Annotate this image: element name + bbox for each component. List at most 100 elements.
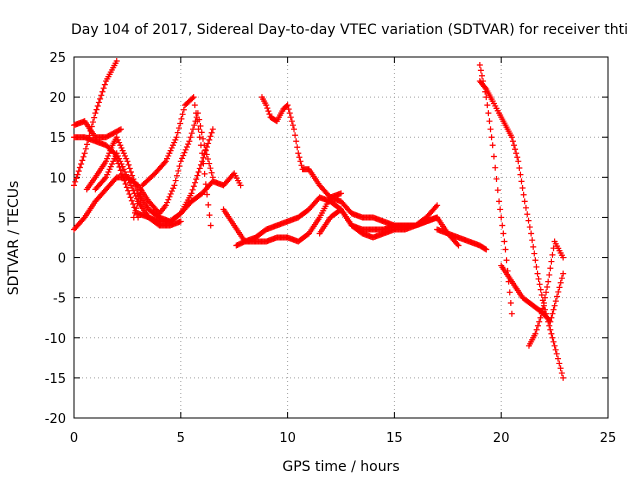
data-series-track [130,94,214,229]
data-point-marker [91,114,98,121]
data-point-marker [206,136,213,143]
data-point-marker [199,150,206,157]
axis-ticks: 0 5 10 15 20 25 -20 -15 -10 -5 0 5 10 15 20 25 [45,51,617,446]
data-point-marker [549,251,556,258]
data-point-marker [555,288,562,295]
data-point-marker [529,237,536,244]
data-point-marker [164,155,171,162]
data-point-marker [169,142,176,149]
data-point-marker [521,198,528,205]
data-point-marker [132,183,139,190]
data-point-marker [103,174,110,181]
data-point-marker [194,172,201,179]
data-point-marker [512,146,519,153]
data-point-marker [189,95,196,102]
data-point-marker [544,283,551,290]
data-series-track [71,134,142,221]
data-point-marker [284,102,291,109]
data-point-marker [104,155,111,162]
data-point-marker [525,217,532,224]
data-point-marker [194,118,201,125]
data-point-marker [482,84,489,91]
data-point-marker [127,182,134,189]
data-point-marker [482,245,489,252]
data-point-marker [190,183,197,190]
data-point-marker [193,110,200,117]
data-point-marker [181,149,188,156]
data-point-marker [547,326,554,333]
x-tick-label: 15 [386,431,403,446]
y-tick-label: -15 [45,372,66,387]
data-point-marker [178,115,185,122]
data-point-marker [98,92,105,99]
data-point-marker [72,178,79,185]
data-point-marker [118,160,125,167]
data-point-marker [171,182,178,189]
data-point-marker [193,176,200,183]
data-point-marker [190,94,197,101]
data-point-marker [209,126,216,133]
data-point-marker [119,163,126,170]
data-point-marker [173,172,180,179]
data-point-marker [530,243,537,250]
data-point-marker [543,289,550,296]
data-point-marker [540,300,547,307]
data-point-marker [202,147,209,154]
data-point-marker [110,149,117,156]
data-point-marker [522,204,529,211]
data-point-marker [295,150,302,157]
data-point-marker [558,275,565,282]
data-point-marker [533,263,540,270]
data-point-marker [172,136,179,143]
data-point-marker [483,246,490,253]
data-point-marker [538,291,545,298]
data-point-marker [494,187,501,194]
y-tick-label: 25 [49,51,66,66]
data-point-marker [338,190,344,197]
data-point-marker [132,193,139,200]
data-point-marker [556,360,563,367]
data-point-marker [173,134,180,141]
data-point-marker [183,143,190,150]
data-point-marker [206,160,213,167]
data-point-marker [549,310,556,317]
data-point-marker [558,370,565,377]
data-point-marker [120,166,127,173]
data-point-marker [556,284,563,291]
data-point-marker [105,168,112,175]
data-point-marker [496,198,503,205]
data-point-marker [490,153,497,160]
data-point-marker [548,314,555,321]
data-point-marker [208,169,215,176]
data-point-marker [127,194,134,201]
data-point-marker [117,158,124,165]
data-point-marker [487,126,494,133]
data-point-marker [291,126,298,133]
data-point-marker [126,165,133,172]
data-point-marker [170,185,177,192]
data-point-marker [208,129,215,136]
data-point-marker [488,134,495,141]
data-point-marker [166,193,173,200]
data-point-marker [292,132,299,139]
data-point-marker [168,144,175,151]
data-point-marker [560,270,567,277]
data-point-marker [509,138,516,145]
x-tick-label: 0 [70,431,78,446]
y-tick-label: 10 [49,171,66,186]
data-point-marker [93,106,100,113]
data-point-marker [535,275,542,282]
data-point-marker [130,187,137,194]
data-point-marker [165,152,172,159]
data-point-marker [113,58,120,65]
data-point-marker [78,160,85,167]
data-point-marker [92,110,99,117]
data-point-marker [188,190,195,197]
data-series-track [71,118,124,141]
data-point-marker [296,154,303,161]
data-point-marker [113,134,120,141]
data-point-marker [514,154,521,161]
data-point-marker [101,81,108,88]
data-point-marker [73,175,80,182]
data-point-marker [538,310,545,317]
